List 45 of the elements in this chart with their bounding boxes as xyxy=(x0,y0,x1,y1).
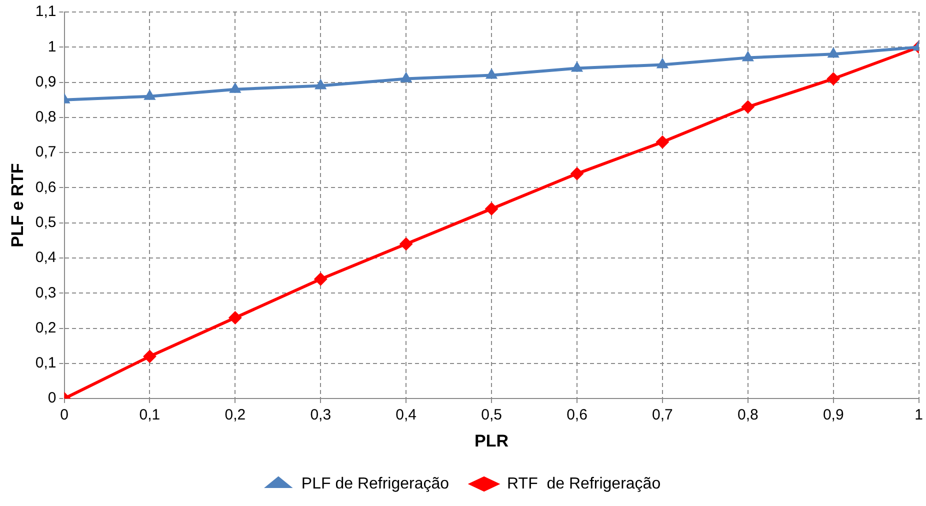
y-tick-label: 0,8 xyxy=(35,108,56,126)
point xyxy=(228,311,242,324)
point xyxy=(400,237,413,250)
y-axis-title: PLF e RTF xyxy=(8,163,27,248)
x-tick-label: 0,7 xyxy=(652,406,673,424)
point xyxy=(143,350,156,363)
point xyxy=(314,272,328,286)
y-tick-label: 0,2 xyxy=(35,319,56,336)
point xyxy=(656,58,668,68)
x-tick-label: 0,3 xyxy=(310,406,332,424)
point xyxy=(229,82,241,93)
point xyxy=(826,72,840,86)
point xyxy=(741,100,754,114)
y-tick-label: 1,1 xyxy=(35,3,56,20)
point xyxy=(486,68,498,79)
y-tick-label: 0,5 xyxy=(35,214,56,232)
point xyxy=(656,136,669,149)
x-tick-label: 1 xyxy=(914,406,923,424)
y-tick-label: 0,6 xyxy=(35,178,56,196)
legend-label: PLF de Refrigeração xyxy=(301,475,450,492)
point xyxy=(485,202,498,216)
x-tick-label: 0,1 xyxy=(139,406,160,424)
point xyxy=(570,167,584,180)
point xyxy=(314,79,326,90)
x-tick-label: 0,2 xyxy=(224,406,246,424)
y-tick-label: 0,4 xyxy=(35,249,56,266)
x-tick-label: 0,4 xyxy=(396,406,417,424)
x-tick-label: 0,8 xyxy=(737,406,758,424)
y-tick-label: 0,1 xyxy=(35,354,56,372)
x-tick-label: 0 xyxy=(60,406,68,424)
x-tick-label: 0,5 xyxy=(481,406,502,424)
x-axis-title: PLR xyxy=(474,431,509,450)
point xyxy=(144,90,156,100)
x-tick-label: 0,9 xyxy=(822,406,844,424)
legend-label: RTF de Refrigeração xyxy=(507,475,661,492)
x-tick-label: 0,6 xyxy=(566,406,588,424)
point xyxy=(742,51,754,62)
y-tick-label: 0,7 xyxy=(35,144,56,161)
y-tick-label: 0,9 xyxy=(35,73,56,90)
point xyxy=(571,62,583,72)
y-tick-label: 0 xyxy=(48,390,56,407)
point xyxy=(400,72,412,82)
y-tick-label: 0,3 xyxy=(35,284,56,302)
point xyxy=(828,48,840,58)
y-tick-label: 1 xyxy=(48,38,56,56)
